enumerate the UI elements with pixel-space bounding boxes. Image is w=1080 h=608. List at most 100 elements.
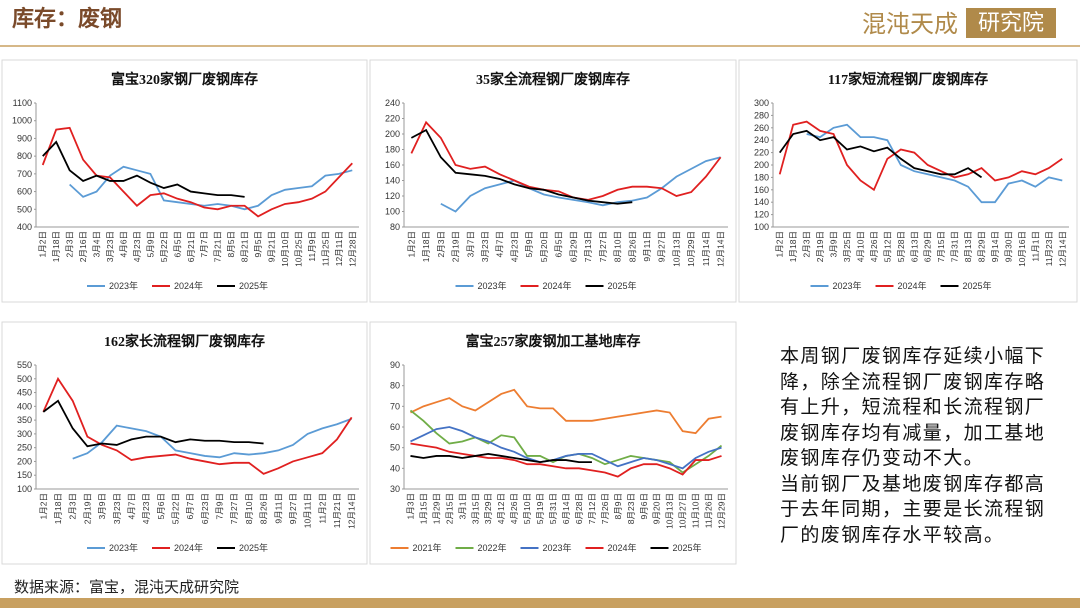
x-tick-label: 11月2日	[317, 493, 327, 524]
y-tick-label: 30	[390, 484, 400, 494]
series-line	[410, 442, 722, 478]
x-tick-label: 3月9日	[97, 493, 107, 519]
legend-label: 2025年	[673, 542, 702, 553]
y-tick-label: 120	[754, 210, 769, 220]
x-tick-label: 2月3日	[436, 231, 446, 257]
x-tick-label: 9月30日	[1003, 231, 1013, 262]
x-tick-label: 7月9日	[215, 493, 225, 519]
x-tick-label: 10月25日	[293, 231, 303, 267]
legend-label: 2023年	[478, 280, 507, 291]
legend-label: 2024年	[174, 280, 203, 291]
x-tick-label: 8月10日	[613, 231, 623, 262]
x-tick-label: 7月31日	[950, 231, 960, 262]
chart-panel	[1, 59, 368, 303]
x-tick-label: 6月5日	[554, 231, 564, 257]
x-tick-label: 1月2日	[406, 231, 416, 257]
y-tick-label: 280	[754, 110, 769, 120]
logo-box	[966, 8, 1056, 38]
x-tick-label: 3月25日	[842, 231, 852, 262]
x-tick-label: 4月23日	[141, 493, 151, 524]
x-tick-label: 1月2日	[38, 231, 48, 257]
x-tick-label: 10月16日	[1017, 231, 1027, 267]
x-tick-label: 3月9日	[829, 231, 839, 257]
x-tick-label: 11月9日	[307, 231, 317, 262]
chart-title: 富宝257家废钢加工基地库存	[466, 333, 641, 350]
x-tick-label: 4月26日	[509, 493, 519, 524]
x-tick-label: 8月23日	[626, 493, 636, 524]
x-tick-label: 7月7日	[199, 231, 209, 257]
x-tick-label: 11月14日	[701, 231, 711, 266]
y-tick-label: 450	[17, 388, 32, 398]
x-tick-label: 4月7日	[495, 231, 505, 257]
page-title: 库存：废钢	[12, 6, 122, 31]
y-tick-label: 100	[754, 222, 769, 232]
x-tick-label: 9月14日	[990, 231, 1000, 262]
x-tick-label: 11月23日	[1044, 231, 1054, 266]
legend-label: 2023年	[109, 542, 138, 553]
x-tick-label: 8月9日	[613, 493, 623, 519]
x-tick-label: 10月11日	[303, 493, 313, 528]
x-tick-label: 5月9日	[524, 231, 534, 257]
y-tick-label: 60	[390, 422, 400, 432]
y-tick-label: 80	[390, 381, 400, 391]
series-line	[42, 399, 264, 448]
legend-label: 2025年	[608, 280, 637, 291]
x-tick-label: 12月14日	[1057, 231, 1067, 267]
series-line	[41, 126, 353, 218]
x-tick-label: 4月10日	[855, 231, 865, 262]
x-tick-label: 5月22日	[159, 231, 169, 262]
x-tick-label: 12月29日	[717, 493, 727, 529]
x-tick-label: 8月26日	[259, 493, 269, 524]
commentary-text: 本周钢厂废钢库存延续小幅下降，除全流程钢厂废钢库存略有上升，短流程和长流程钢厂废…	[780, 346, 1046, 469]
y-tick-label: 100	[385, 207, 400, 217]
x-tick-label: 9月11日	[273, 493, 283, 524]
x-tick-label: 8月26日	[627, 231, 637, 262]
series-line	[42, 140, 245, 198]
y-tick-label: 90	[390, 360, 400, 370]
x-tick-label: 1月15日	[418, 493, 428, 524]
series-line	[72, 417, 352, 460]
x-tick-label: 10月13日	[665, 493, 675, 529]
y-tick-label: 150	[17, 470, 32, 480]
y-tick-label: 1000	[12, 116, 32, 126]
x-tick-label: 11月25日	[320, 231, 330, 266]
x-tick-label: 3月7日	[465, 231, 475, 257]
x-tick-label: 4月7日	[126, 493, 136, 519]
footer-bar	[0, 598, 1080, 608]
x-tick-label: 6月21日	[186, 231, 196, 262]
x-tick-label: 6月5日	[172, 231, 182, 257]
y-tick-label: 500	[17, 204, 32, 214]
series-line	[42, 376, 353, 475]
y-tick-label: 70	[390, 401, 400, 411]
series-line	[410, 120, 722, 201]
legend-label: 2022年	[478, 542, 507, 553]
legend-label: 2025年	[239, 542, 268, 553]
x-tick-label: 8月29日	[977, 231, 987, 262]
y-tick-label: 400	[17, 222, 32, 232]
x-tick-label: 1月18日	[788, 231, 798, 262]
legend-label: 2023年	[833, 280, 862, 291]
x-tick-label: 11月21日	[332, 493, 342, 528]
x-tick-label: 8月10日	[244, 493, 254, 524]
chart-title: 富宝320家钢厂废钢库存	[111, 71, 258, 88]
x-tick-label: 6月7日	[185, 493, 195, 519]
x-tick-label: 6月13日	[909, 231, 919, 262]
chart-title: 117家短流程钢厂废钢库存	[828, 71, 988, 88]
x-tick-label: 12月28日	[347, 231, 357, 267]
legend-label: 2024年	[898, 280, 927, 291]
x-tick-label: 2月16日	[78, 231, 88, 262]
x-tick-label: 2月3日	[65, 231, 75, 257]
x-tick-label: 5月9日	[145, 231, 155, 257]
x-tick-label: 2月3日	[802, 231, 812, 257]
x-tick-label: 4月23日	[132, 231, 142, 262]
series-line	[410, 128, 633, 205]
y-tick-label: 800	[17, 151, 32, 161]
y-tick-label: 50	[390, 443, 400, 453]
x-tick-label: 8月21日	[240, 231, 250, 262]
series-line	[410, 452, 592, 464]
x-tick-label: 9月5日	[253, 231, 263, 257]
y-tick-label: 200	[385, 129, 400, 139]
y-tick-label: 300	[17, 429, 32, 439]
x-tick-label: 1月29日	[431, 493, 441, 524]
